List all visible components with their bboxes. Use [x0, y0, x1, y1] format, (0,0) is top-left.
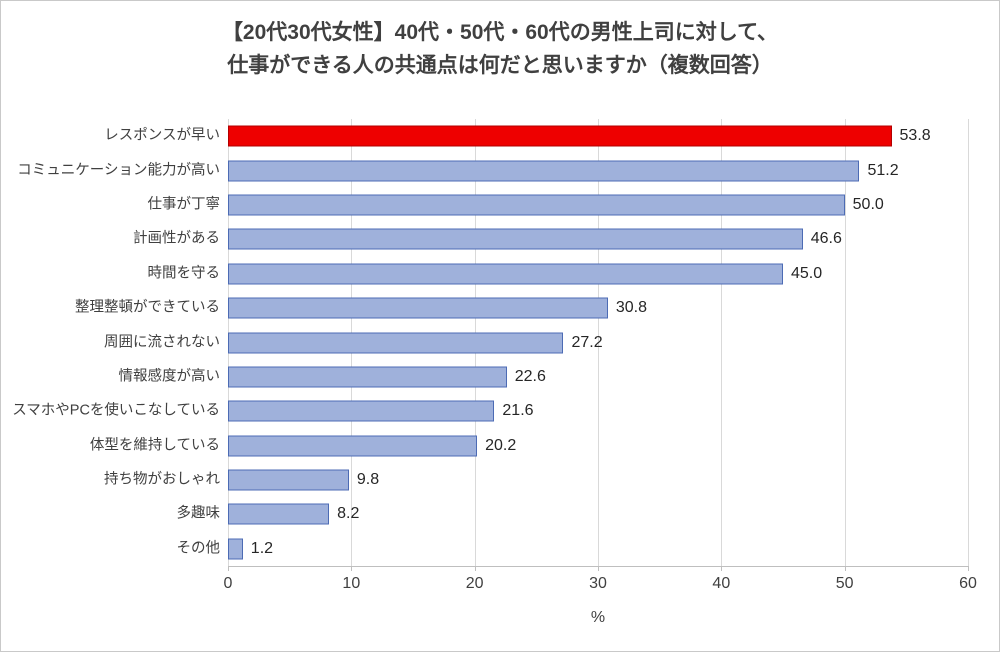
- tick-mark-x-20: [474, 566, 476, 571]
- tick-mark-x-30: [598, 566, 599, 571]
- tick-mark-x-40: [721, 566, 723, 571]
- chart-title-line1: 【20代30代女性】40代・50代・60代の男性上司に対して、: [221, 21, 779, 44]
- gridline-x-30: [598, 119, 599, 566]
- bar-value-8: 21.6: [502, 402, 534, 420]
- gridline-x-40: [721, 119, 723, 566]
- chart-title-line2: 仕事ができる人の共通点は何だと思いますか（複数回答）: [227, 53, 773, 77]
- bar-4: [228, 263, 783, 285]
- x-tick-label-30: 30: [589, 575, 607, 592]
- chart-title: 【20代30代女性】40代・50代・60代の男性上司に対して、 仕事ができる人の…: [1, 17, 999, 82]
- bar-value-3: 46.6: [810, 230, 842, 248]
- bar-value-1: 51.2: [867, 161, 899, 179]
- category-label-3: 計画性がある: [133, 231, 220, 248]
- gridline-x-60: [968, 119, 969, 566]
- category-label-7: 情報感度が高い: [118, 368, 221, 385]
- x-tick-label-60: 60: [959, 575, 977, 592]
- tick-mark-x-10: [351, 566, 353, 571]
- gridline-x-50: [844, 119, 846, 566]
- bar-9: [228, 435, 478, 457]
- x-tick-label-50: 50: [835, 575, 854, 592]
- x-tick-label-40: 40: [712, 575, 731, 592]
- tick-mark-x-0: [228, 566, 229, 571]
- x-tick-label-10: 10: [342, 575, 361, 592]
- category-label-1: コミュニケーション能力が高い: [17, 162, 220, 179]
- x-tick-label-0: 0: [223, 575, 233, 592]
- category-label-0: レスポンスが早い: [104, 127, 220, 144]
- category-label-2: 仕事が丁寧: [147, 196, 221, 213]
- bar-5: [228, 297, 608, 319]
- x-axis-title: %: [590, 609, 606, 626]
- bar-value-9: 20.2: [485, 436, 517, 454]
- bar-value-12: 1.2: [250, 539, 274, 557]
- category-label-5: 整理整頓ができている: [75, 299, 220, 316]
- bar-value-10: 9.8: [356, 471, 380, 489]
- bar-12: [228, 538, 243, 560]
- tick-mark-x-60: [968, 566, 969, 571]
- bar-value-4: 45.0: [791, 264, 823, 282]
- bar-7: [228, 366, 507, 388]
- tick-mark-x-50: [844, 566, 846, 571]
- category-label-4: 時間を守る: [147, 265, 221, 282]
- bar-10: [228, 469, 349, 491]
- bar-11: [228, 503, 330, 525]
- category-label-12: その他: [176, 540, 221, 557]
- bar-3: [228, 228, 803, 250]
- x-tick-label-20: 20: [465, 575, 484, 592]
- category-label-9: 体型を維持している: [89, 437, 220, 454]
- bar-value-6: 27.2: [571, 333, 603, 351]
- bar-value-2: 50.0: [852, 195, 884, 213]
- category-label-10: 持ち物がおしゃれ: [104, 471, 220, 488]
- bar-8: [228, 400, 495, 422]
- bar-1: [228, 160, 860, 182]
- category-label-11: 多趣味: [176, 506, 221, 523]
- plot-area: 53.8 51.2 50.0 46.6 45.0 30.8 27.2 22.6 21.6 20.2…: [228, 119, 969, 566]
- bar-6: [228, 332, 564, 353]
- bar-value-11: 8.2: [337, 505, 360, 523]
- category-label-6: 周囲に流されない: [104, 334, 220, 351]
- bar-value-7: 22.6: [514, 367, 546, 385]
- category-label-8: スマホやPCを使いこなしている: [12, 402, 220, 419]
- bar-0: [228, 125, 892, 147]
- bar-2: [228, 194, 845, 216]
- bar-value-0: 53.8: [899, 127, 931, 145]
- bar-value-5: 30.8: [615, 299, 647, 317]
